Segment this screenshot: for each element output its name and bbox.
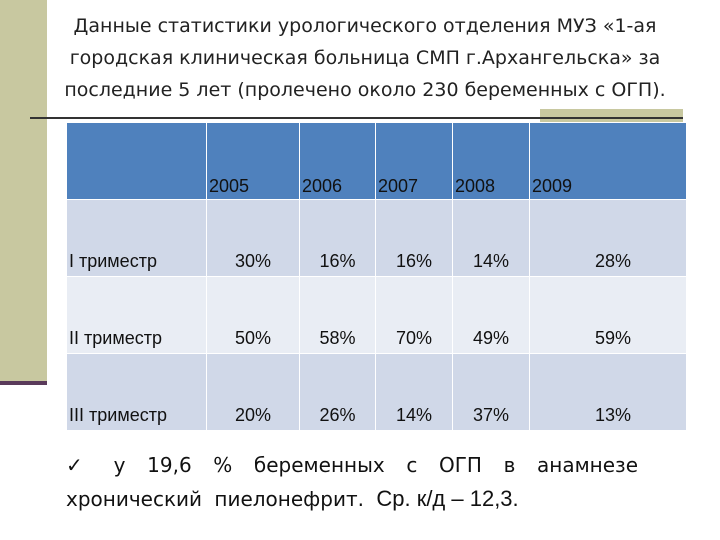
column-header: 2009: [529, 122, 687, 200]
cell: 50%: [206, 276, 300, 354]
row-label: II триместр: [66, 276, 207, 354]
note: ✓ у 19,6 % беременных с ОГП в анамнезе х…: [66, 448, 638, 516]
cell: 58%: [299, 276, 376, 354]
data-table: 2005 2006 2007 2008 2009 I триместр 30% 16% 16%…: [66, 122, 687, 431]
corner-cell: [66, 122, 207, 200]
table-row: II триместр 50% 58% 70% 49% 59%: [66, 276, 687, 354]
cell: 16%: [375, 199, 453, 277]
cell: 49%: [452, 276, 530, 354]
rule-line: [30, 117, 683, 119]
cell: 37%: [452, 353, 530, 431]
side-bar: [0, 0, 47, 382]
note-tail: Ср. к/д – 12,3.: [376, 486, 519, 511]
table-row: I триместр 30% 16% 16% 14% 28%: [66, 199, 687, 277]
cell: 16%: [299, 199, 376, 277]
cell: 30%: [206, 199, 300, 277]
row-label: I триместр: [66, 199, 207, 277]
cell: 70%: [375, 276, 453, 354]
column-header: 2008: [452, 122, 530, 200]
cell: 28%: [529, 199, 687, 277]
side-bar-line: [0, 381, 47, 385]
header-row: 2005 2006 2007 2008 2009: [66, 122, 687, 200]
column-header: 2005: [206, 122, 300, 200]
cell: 59%: [529, 276, 687, 354]
row-label: III триместр: [66, 353, 207, 431]
title: Данные статистики урологического отделен…: [64, 15, 666, 101]
cell: 14%: [375, 353, 453, 431]
cell: 26%: [299, 353, 376, 431]
cell: 20%: [206, 353, 300, 431]
cell: 14%: [452, 199, 530, 277]
table-row: III триместр 20% 26% 14% 37% 13%: [66, 353, 687, 431]
column-header: 2006: [299, 122, 376, 200]
bullet: ✓: [66, 453, 93, 477]
rule-block: [540, 109, 683, 123]
note-text: у 19,6 % беременных с ОГП в анамнезе хро…: [66, 453, 638, 511]
cell: 13%: [529, 353, 687, 431]
column-header: 2007: [375, 122, 453, 200]
